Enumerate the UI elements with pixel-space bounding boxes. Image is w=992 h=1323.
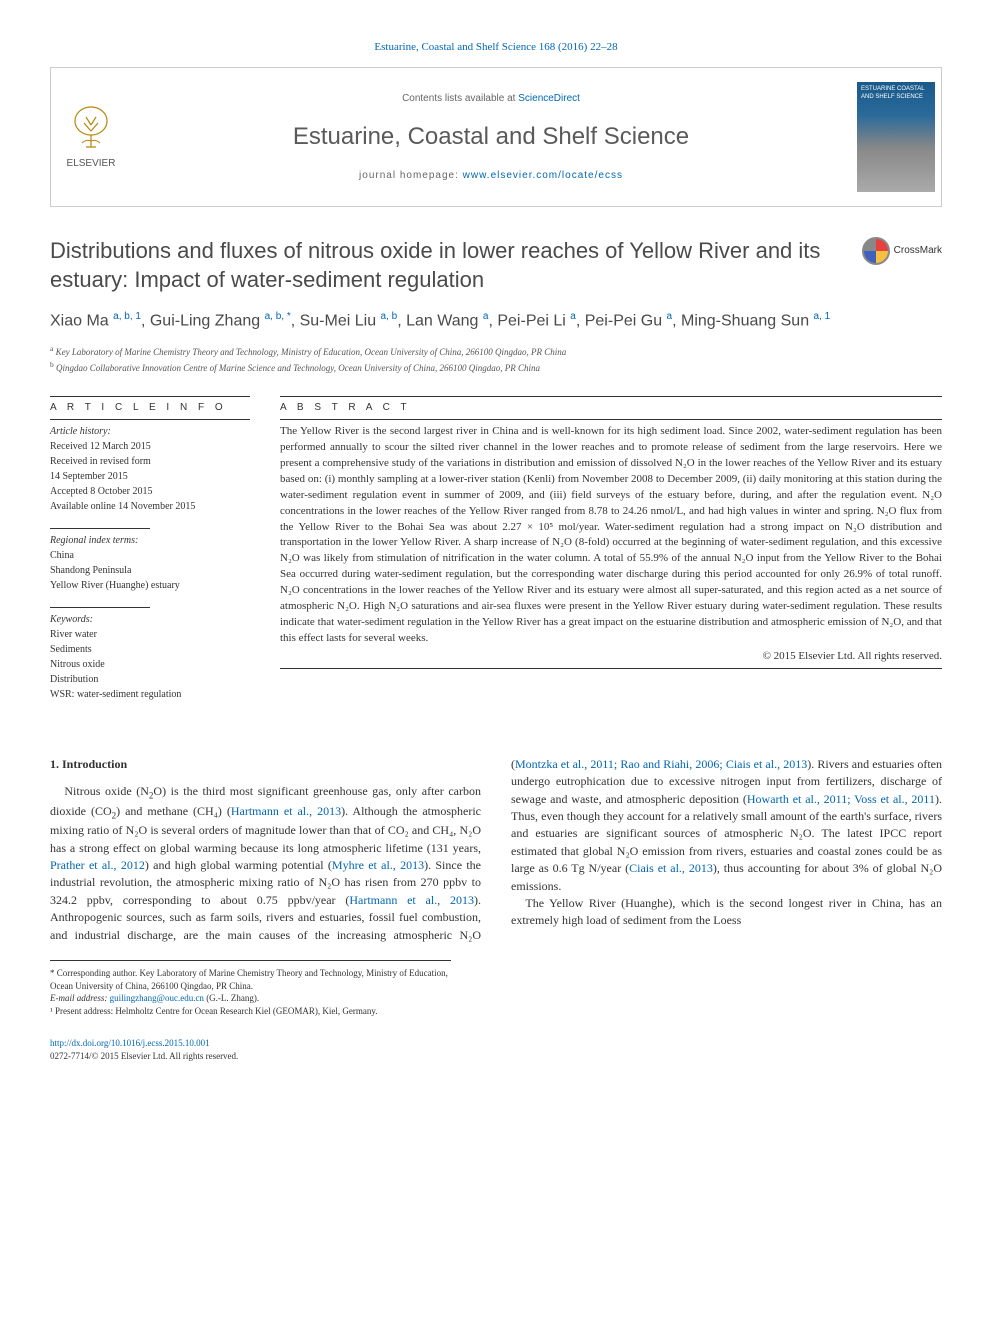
- cover-text: ESTUARINE COASTAL AND SHELF SCIENCE: [861, 86, 931, 100]
- footnotes: * Corresponding author. Key Laboratory o…: [50, 960, 451, 1017]
- elsevier-tree-icon: [66, 103, 116, 153]
- affiliations: a Key Laboratory of Marine Chemistry The…: [50, 343, 942, 376]
- doi-link[interactable]: http://dx.doi.org/10.1016/j.ecss.2015.10…: [50, 1038, 210, 1048]
- article-title: Distributions and fluxes of nitrous oxid…: [50, 237, 850, 294]
- journal-homepage: journal homepage: www.elsevier.com/locat…: [359, 169, 623, 183]
- email-suffix: (G.-L. Zhang).: [204, 993, 259, 1003]
- corresponding-author-note: * Corresponding author. Key Laboratory o…: [50, 967, 451, 992]
- journal-header: ELSEVIER Contents lists available at Sci…: [50, 67, 942, 207]
- present-address-note: ¹ Present address: Helmholtz Centre for …: [50, 1005, 451, 1018]
- publisher-logo: ELSEVIER: [51, 68, 131, 206]
- journal-name: Estuarine, Coastal and Shelf Science: [293, 120, 689, 154]
- keyword-item: Sediments: [50, 642, 250, 657]
- email-label: E-mail address:: [50, 993, 110, 1003]
- body-text: 1. Introduction Nitrous oxide (N2O) is t…: [50, 756, 942, 944]
- homepage-link[interactable]: www.elsevier.com/locate/ecss: [463, 170, 623, 181]
- keyword-item: Distribution: [50, 672, 250, 687]
- keyword-item: River water: [50, 627, 250, 642]
- regional-label: Regional index terms:: [50, 533, 250, 548]
- abstract-text: The Yellow River is the second largest r…: [280, 424, 942, 647]
- history-item: Received 12 March 2015: [50, 439, 250, 454]
- footer: http://dx.doi.org/10.1016/j.ecss.2015.10…: [50, 1037, 942, 1062]
- homepage-prefix: journal homepage:: [359, 170, 463, 181]
- history-item: Received in revised form: [50, 454, 250, 469]
- regional-terms: Regional index terms: China Shandong Pen…: [50, 533, 250, 593]
- affiliation-b: b Qingdao Collaborative Innovation Centr…: [50, 359, 942, 376]
- ref-montzka-2011[interactable]: Montzka et al., 2011; Rao and Riahi, 200…: [515, 757, 807, 771]
- journal-cover: ESTUARINE COASTAL AND SHELF SCIENCE: [851, 68, 941, 206]
- contents-prefix: Contents lists available at: [402, 93, 518, 104]
- keyword-item: WSR: water-sediment regulation: [50, 687, 250, 702]
- intro-para-3: The Yellow River (Huanghe), which is the…: [511, 895, 942, 930]
- issn-copyright: 0272-7714/© 2015 Elsevier Ltd. All right…: [50, 1050, 942, 1063]
- abstract-copyright: © 2015 Elsevier Ltd. All rights reserved…: [280, 649, 942, 664]
- section-1-heading: 1. Introduction: [50, 756, 481, 773]
- history-item: Accepted 8 October 2015: [50, 484, 250, 499]
- abstract-column: A B S T R A C T The Yellow River is the …: [280, 392, 942, 716]
- citation-line: Estuarine, Coastal and Shelf Science 168…: [50, 40, 942, 55]
- history-item: Available online 14 November 2015: [50, 499, 250, 514]
- email-link[interactable]: guilingzhang@ouc.edu.cn: [110, 993, 204, 1003]
- cover-image: ESTUARINE COASTAL AND SHELF SCIENCE: [857, 82, 935, 192]
- crossmark-label: CrossMark: [894, 244, 942, 258]
- ref-prather-2012[interactable]: Prather et al., 2012: [50, 858, 145, 872]
- article-info-heading: A R T I C L E I N F O: [50, 401, 250, 415]
- ref-hartmann-2013[interactable]: Hartmann et al., 2013: [231, 804, 341, 818]
- abstract-heading: A B S T R A C T: [280, 401, 942, 415]
- article-history: Article history: Received 12 March 2015 …: [50, 424, 250, 514]
- keyword-item: Nitrous oxide: [50, 657, 250, 672]
- regional-item: Shandong Peninsula: [50, 563, 250, 578]
- crossmark-badge[interactable]: CrossMark: [862, 237, 942, 265]
- history-label: Article history:: [50, 424, 250, 439]
- article-info-sidebar: A R T I C L E I N F O Article history: R…: [50, 392, 250, 716]
- ref-howarth-2011[interactable]: Howarth et al., 2011; Voss et al., 2011: [747, 792, 935, 806]
- regional-item: China: [50, 548, 250, 563]
- history-item: 14 September 2015: [50, 469, 250, 484]
- authors-list: Xiao Ma a, b, 1, Gui-Ling Zhang a, b, *,…: [50, 309, 942, 333]
- affiliation-a: a Key Laboratory of Marine Chemistry The…: [50, 343, 942, 360]
- regional-item: Yellow River (Huanghe) estuary: [50, 578, 250, 593]
- sciencedirect-link[interactable]: ScienceDirect: [518, 93, 580, 104]
- ref-myhre-2013[interactable]: Myhre et al., 2013: [332, 858, 424, 872]
- email-line: E-mail address: guilingzhang@ouc.edu.cn …: [50, 992, 451, 1005]
- contents-available: Contents lists available at ScienceDirec…: [402, 92, 580, 106]
- ref-hartmann-2013b[interactable]: Hartmann et al., 2013: [349, 893, 474, 907]
- ref-ciais-2013[interactable]: Ciais et al., 2013: [629, 861, 713, 875]
- crossmark-icon: [862, 237, 890, 265]
- header-center: Contents lists available at ScienceDirec…: [131, 68, 851, 206]
- publisher-name: ELSEVIER: [67, 157, 116, 171]
- keywords: Keywords: River water Sediments Nitrous …: [50, 612, 250, 702]
- keywords-label: Keywords:: [50, 612, 250, 627]
